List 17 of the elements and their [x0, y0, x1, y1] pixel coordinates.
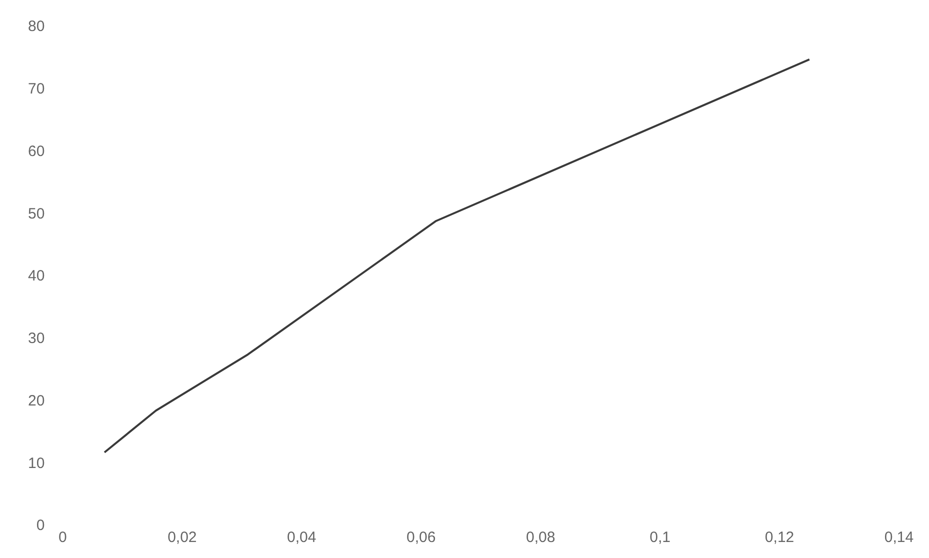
y-tick-label: 30	[28, 330, 45, 348]
x-tick-label: 0	[58, 529, 67, 546]
y-tick-label: 50	[28, 205, 45, 222]
x-tick-label: 0,02	[168, 529, 197, 546]
y-tick-label: 0	[36, 517, 45, 534]
y-tick-label: 80	[28, 18, 45, 36]
x-tick-label: 0,14	[884, 529, 914, 546]
x-tick-label: 0,04	[287, 529, 316, 546]
y-tick-label: 40	[28, 268, 45, 285]
y-tick-label: 60	[28, 142, 45, 160]
x-tick-label: 0,06	[406, 529, 436, 546]
y-tick-label: 20	[28, 392, 45, 410]
x-tick-label: 0,12	[764, 529, 794, 546]
y-tick-label: 10	[28, 454, 45, 472]
y-tick-label: 70	[28, 80, 45, 98]
x-tick-label: 0,08	[526, 529, 556, 546]
x-tick-label: 0,1	[650, 529, 670, 546]
